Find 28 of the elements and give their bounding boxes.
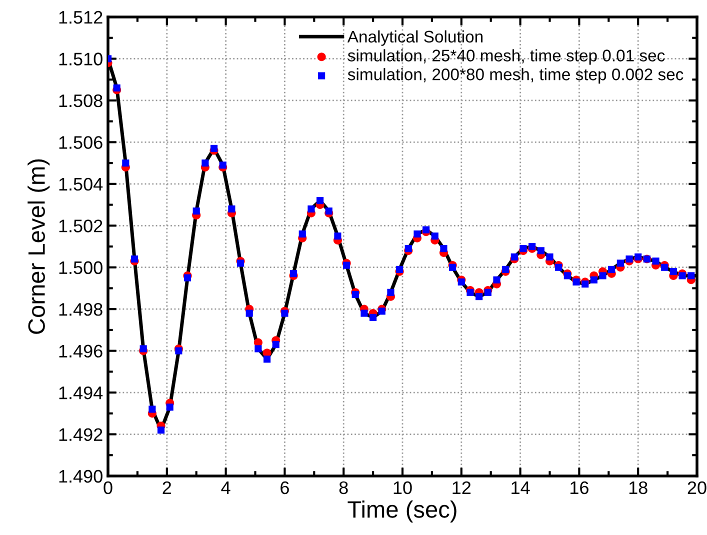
y-tick-label: 1.512 [59, 10, 102, 24]
x-tick-label: 14 [512, 482, 530, 494]
x-tick-label: 18 [629, 481, 648, 494]
y-tick-label: 1.490 [59, 470, 102, 483]
legend-label: Analytical Solution [347, 30, 482, 46]
legend-label: simulation, 25*40 mesh, time step 0.01 sec [348, 49, 665, 65]
x-tick-label: 8 [339, 481, 348, 494]
y-tick-label: 1.502 [59, 220, 102, 232]
x-tick-label: 6 [280, 481, 289, 494]
y-tick-label: 1.504 [59, 178, 103, 191]
y-tick-label: 1.498 [59, 303, 102, 316]
x-tick-label: 12 [452, 481, 471, 494]
y-tick-label: 1.500 [59, 261, 102, 274]
x-tick-label: 10 [394, 481, 412, 494]
x-tick-label: 16 [570, 481, 588, 494]
y-axis-title: Corner Level (m) [28, 159, 50, 334]
x-axis-title: Time (sec) [348, 500, 456, 522]
x-tick-label: 20 [688, 481, 706, 494]
y-tick-label: 1.510 [59, 52, 102, 66]
y-tick-label: 1.492 [59, 428, 102, 441]
y-tick-label: 1.506 [59, 136, 102, 149]
y-tick-label: 1.508 [59, 94, 102, 108]
y-tick-label: 1.494 [59, 386, 103, 400]
y-tick-label: 1.496 [59, 344, 102, 358]
x-tick-label: 0 [104, 481, 112, 494]
x-tick-label: 2 [162, 481, 172, 494]
x-tick-label: 4 [221, 482, 230, 494]
legend-label: simulation, 200*80 mesh, time step 0.002 sec [348, 68, 684, 84]
